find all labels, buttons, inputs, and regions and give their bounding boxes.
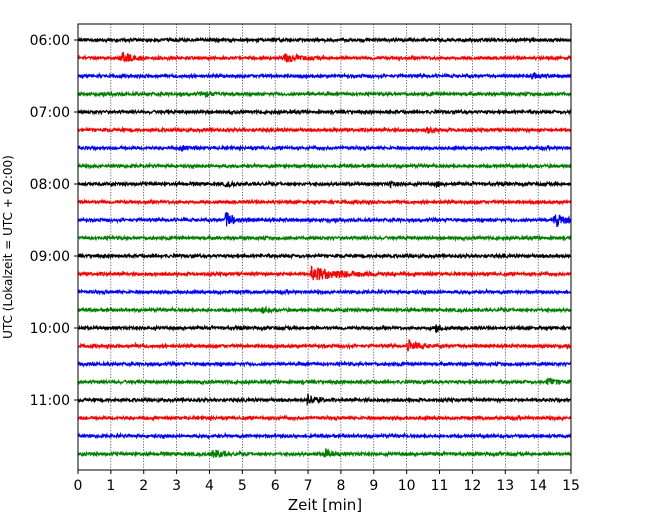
trace-row-22	[77, 431, 572, 440]
trace-row-9	[77, 198, 572, 206]
trace-row-1	[77, 52, 572, 64]
trace-row-2	[77, 71, 572, 81]
y-axis-label: UTC (Lokalzeit = UTC + 02:00)	[1, 155, 15, 339]
trace-row-21	[77, 414, 572, 422]
x-tick-label-8: 8	[336, 478, 345, 494]
trace-row-17	[77, 339, 572, 352]
y-tick-label-09:00: 09:00	[30, 249, 70, 265]
trace-row-14	[77, 287, 572, 297]
trace-row-10	[77, 212, 572, 228]
trace-row-7	[77, 161, 572, 170]
trace-row-23	[77, 448, 572, 459]
x-tick-label-3: 3	[172, 478, 181, 494]
x-tick-label-15: 15	[562, 478, 580, 494]
x-tick-label-4: 4	[205, 478, 214, 494]
trace-row-12	[77, 252, 572, 260]
x-tick-label-12: 12	[463, 478, 481, 494]
y-axis: 06:00 07:00 08:00 09:00 10:00 11:00	[30, 33, 78, 409]
plot-frame	[77, 23, 572, 471]
x-tick-label-2: 2	[139, 478, 148, 494]
trace-row-15	[77, 305, 572, 315]
trace-row-13	[77, 265, 572, 281]
x-tick-label-9: 9	[369, 478, 378, 494]
x-tick-label-0: 0	[74, 478, 83, 494]
trace-row-20	[77, 393, 572, 407]
y-tick-label-06:00: 06:00	[30, 33, 70, 49]
trace-row-18	[77, 360, 572, 368]
trace-row-3	[77, 90, 572, 99]
trace-row-8	[77, 179, 572, 189]
trace-row-5	[77, 125, 572, 135]
x-tick-label-11: 11	[431, 478, 449, 494]
trace-row-4	[77, 108, 572, 116]
x-axis: 0 1 2 3 4 5 6 7 8 9 10 11 12 13 14 15	[74, 470, 580, 494]
y-tick-label-08:00: 08:00	[30, 177, 70, 193]
y-tick-label-07:00: 07:00	[30, 105, 70, 121]
y-tick-label-11:00: 11:00	[30, 393, 70, 409]
x-tick-label-13: 13	[496, 478, 514, 494]
x-axis-label: Zeit [min]	[288, 496, 362, 514]
trace-row-16	[77, 323, 572, 333]
x-tick-label-6: 6	[271, 478, 280, 494]
trace-row-0	[77, 36, 572, 45]
x-tick-label-10: 10	[398, 478, 416, 494]
trace-row-19	[77, 377, 572, 386]
x-tick-label-1: 1	[106, 478, 115, 494]
trace-lines	[77, 36, 572, 459]
x-tick-label-5: 5	[238, 478, 247, 494]
x-tick-label-7: 7	[304, 478, 313, 494]
trace-row-11	[77, 234, 572, 242]
y-tick-label-10:00: 10:00	[30, 321, 70, 337]
trace-row-6	[77, 144, 572, 153]
x-tick-label-14: 14	[529, 478, 547, 494]
